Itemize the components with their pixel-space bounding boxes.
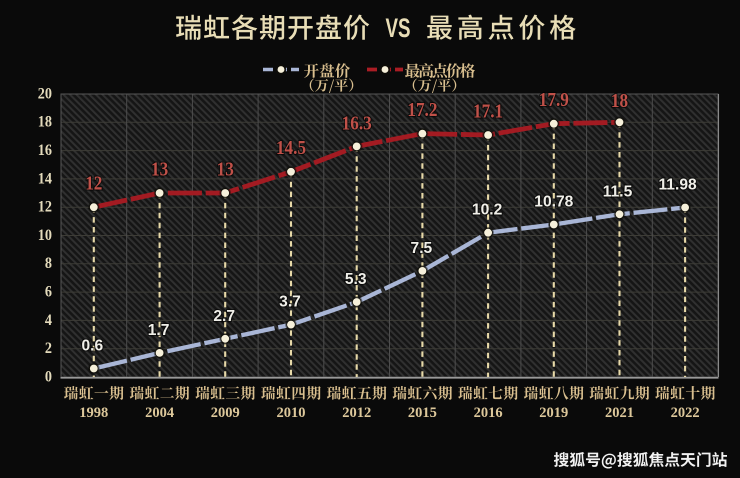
svg-text:14: 14 bbox=[38, 170, 52, 187]
svg-text:2022: 2022 bbox=[671, 405, 700, 421]
svg-text:12: 12 bbox=[85, 173, 102, 195]
svg-text:11.98: 11.98 bbox=[659, 177, 697, 194]
svg-text:10.2: 10.2 bbox=[472, 202, 503, 219]
svg-text:18: 18 bbox=[38, 114, 52, 131]
svg-text:0: 0 bbox=[45, 368, 52, 385]
svg-text:5.3: 5.3 bbox=[345, 271, 367, 288]
svg-text:17.9: 17.9 bbox=[539, 89, 569, 111]
svg-text:2021: 2021 bbox=[605, 405, 634, 421]
svg-text:7.5: 7.5 bbox=[411, 240, 433, 257]
svg-text:8: 8 bbox=[45, 255, 52, 272]
svg-text:17.1: 17.1 bbox=[473, 101, 503, 123]
svg-text:0.6: 0.6 bbox=[81, 338, 103, 355]
svg-text:1.7: 1.7 bbox=[148, 322, 170, 339]
svg-text:16: 16 bbox=[38, 142, 52, 159]
svg-text:2.7: 2.7 bbox=[213, 308, 235, 325]
svg-text:2004: 2004 bbox=[145, 405, 174, 421]
svg-text:14.5: 14.5 bbox=[276, 137, 306, 159]
svg-text:17.2: 17.2 bbox=[407, 99, 437, 121]
svg-text:6: 6 bbox=[45, 284, 52, 301]
svg-text:2019: 2019 bbox=[539, 405, 568, 421]
svg-text:13: 13 bbox=[217, 159, 234, 181]
svg-text:10.78: 10.78 bbox=[534, 194, 573, 211]
svg-text:2010: 2010 bbox=[277, 405, 306, 421]
svg-text:2: 2 bbox=[45, 340, 52, 357]
svg-text:3.7: 3.7 bbox=[279, 294, 301, 311]
svg-text:18: 18 bbox=[611, 90, 628, 112]
svg-text:2009: 2009 bbox=[211, 405, 240, 421]
svg-text:12: 12 bbox=[38, 199, 52, 216]
svg-text:1998: 1998 bbox=[79, 405, 108, 421]
svg-text:2012: 2012 bbox=[342, 405, 371, 421]
svg-text:4: 4 bbox=[45, 312, 52, 329]
svg-text:2016: 2016 bbox=[474, 405, 503, 421]
svg-text:20: 20 bbox=[38, 85, 52, 102]
svg-text:2015: 2015 bbox=[408, 405, 437, 421]
svg-text:16.3: 16.3 bbox=[342, 112, 372, 134]
svg-text:VS: VS bbox=[386, 13, 411, 43]
svg-text:11.5: 11.5 bbox=[603, 183, 633, 200]
svg-text:13: 13 bbox=[151, 159, 168, 181]
svg-text:10: 10 bbox=[38, 227, 52, 244]
